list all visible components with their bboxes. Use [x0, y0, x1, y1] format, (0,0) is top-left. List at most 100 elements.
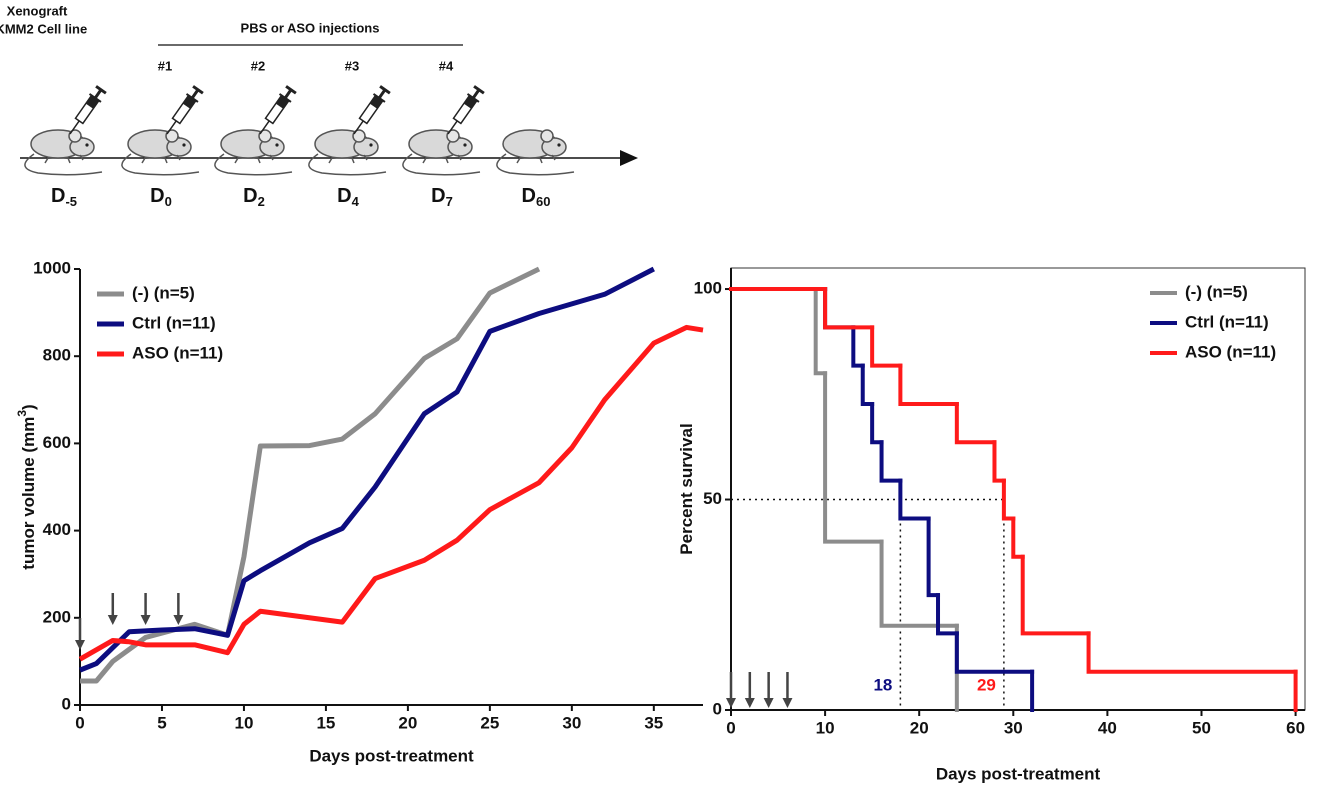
- x-tick-label: 0: [726, 718, 735, 737]
- day-letter: D: [150, 185, 164, 207]
- x-tick-label: 60: [1286, 718, 1305, 737]
- legend-label: ASO (n=11): [132, 343, 223, 362]
- day-subscript: 2: [258, 194, 265, 209]
- y-tick-label: 800: [43, 346, 71, 365]
- y-axis-title-superscript: 3: [15, 410, 29, 417]
- day-subscript: 60: [536, 194, 550, 209]
- mouse-icon: [214, 129, 293, 176]
- survival-step: [860, 363, 875, 406]
- y-axis-title-text: tumor volume (mm: [19, 417, 38, 570]
- day-subscript: 7: [446, 194, 453, 209]
- legend-label: (-) (n=5): [1185, 282, 1248, 301]
- y-axis-title: Percent survival: [677, 423, 696, 554]
- survival-step: [992, 440, 1006, 483]
- injection-arrow-head: [173, 615, 184, 625]
- survival-step: [851, 325, 865, 368]
- mouse-icon: [121, 129, 200, 176]
- xenograft-label: SKMM2 Cell line: [0, 21, 87, 36]
- chart: 0 50 100 0 10 20 30 40 50 60 Days post-treatment Pe…: [677, 267, 1306, 783]
- syringe-icon: [440, 84, 487, 140]
- day-subscript: -5: [65, 194, 77, 209]
- day-label: D2: [243, 185, 265, 209]
- y-tick-label: 100: [694, 279, 722, 298]
- x-tick-label: 15: [316, 713, 335, 732]
- survival-step: [954, 631, 1035, 674]
- syringe-icon: [346, 84, 393, 140]
- x-tick-label: 0: [75, 713, 84, 732]
- legend-label: Ctrl (n=11): [132, 313, 216, 332]
- syringe-icon: [159, 84, 206, 140]
- legend-label: ASO (n=11): [1185, 342, 1276, 361]
- series-line: [80, 266, 541, 684]
- x-tick-label: 10: [234, 713, 253, 732]
- survival-step: [1011, 516, 1025, 559]
- injection-arrow-head: [75, 640, 85, 650]
- survival-step: [870, 325, 903, 368]
- day-letter: D: [522, 185, 536, 207]
- injection-number: #2: [251, 58, 265, 73]
- mouse-icon: [496, 129, 575, 176]
- x-tick-label: 35: [644, 713, 663, 732]
- survival-step: [898, 363, 959, 406]
- x-tick-label: 5: [157, 713, 166, 732]
- survival-step: [926, 516, 941, 598]
- x-tick-label: 30: [1004, 718, 1023, 737]
- injection-number: #1: [158, 58, 172, 73]
- injection-arrow-head: [107, 615, 118, 625]
- xenograft-label: Xenograft: [7, 3, 68, 18]
- x-tick-label: 30: [562, 713, 581, 732]
- chart: 0 200 400 600 800 1000 0 5 10 15 20 25 30 35 Days post…: [15, 258, 704, 765]
- x-tick-label: 20: [910, 718, 929, 737]
- survival-step: [954, 401, 997, 445]
- day-label: D-5: [51, 185, 77, 209]
- legend-label: Ctrl (n=11): [1185, 312, 1269, 331]
- y-tick-label: 0: [62, 694, 71, 713]
- survival-step: [870, 401, 884, 445]
- mouse-icon: [308, 129, 387, 176]
- survival-step: [823, 287, 875, 330]
- survival-step: [823, 371, 884, 544]
- day-letter: D: [431, 185, 445, 207]
- survival-step: [1001, 478, 1016, 521]
- injection-arrow-head: [744, 698, 755, 708]
- y-tick-label: 600: [43, 433, 71, 452]
- legend-label: (-) (n=5): [132, 283, 195, 302]
- mouse-icon: [402, 129, 481, 176]
- day-label: D4: [337, 185, 359, 209]
- y-tick-label: 50: [703, 489, 722, 508]
- survival-step: [813, 287, 828, 376]
- survival-step: [898, 478, 931, 521]
- survival-step: [879, 539, 959, 628]
- survival-step: [879, 440, 903, 483]
- x-tick-label: 40: [1098, 718, 1117, 737]
- day-label: D7: [431, 185, 453, 209]
- median-label: 29: [977, 675, 996, 694]
- day-letter: D: [243, 185, 257, 207]
- y-axis-title: tumor volume (mm3): [15, 404, 38, 569]
- timeline-arrowhead: [620, 150, 638, 166]
- syringe-icon: [252, 84, 299, 140]
- injection-arrow-head: [140, 615, 151, 625]
- y-tick-label: 0: [713, 699, 722, 718]
- day-label: D60: [522, 185, 551, 209]
- survival-step: [936, 593, 959, 636]
- syringe-icon: [62, 84, 109, 140]
- x-tick-label: 20: [398, 713, 417, 732]
- y-tick-label: 400: [43, 520, 71, 539]
- median-label: 18: [873, 675, 892, 694]
- survival-step: [1086, 631, 1298, 674]
- x-tick-label: 10: [816, 718, 835, 737]
- survival-step: [1020, 554, 1091, 636]
- injection-arrow-head: [763, 698, 774, 708]
- injection-number: #3: [345, 58, 359, 73]
- series-line: [78, 324, 704, 662]
- x-axis-title: Days post-treatment: [309, 746, 474, 765]
- injection-number: #4: [439, 58, 454, 73]
- injection-label: PBS or ASO injections: [241, 20, 380, 35]
- day-letter: D: [337, 185, 351, 207]
- x-tick-label: 50: [1192, 718, 1211, 737]
- mouse-icon: [24, 129, 103, 176]
- day-subscript: 4: [352, 194, 360, 209]
